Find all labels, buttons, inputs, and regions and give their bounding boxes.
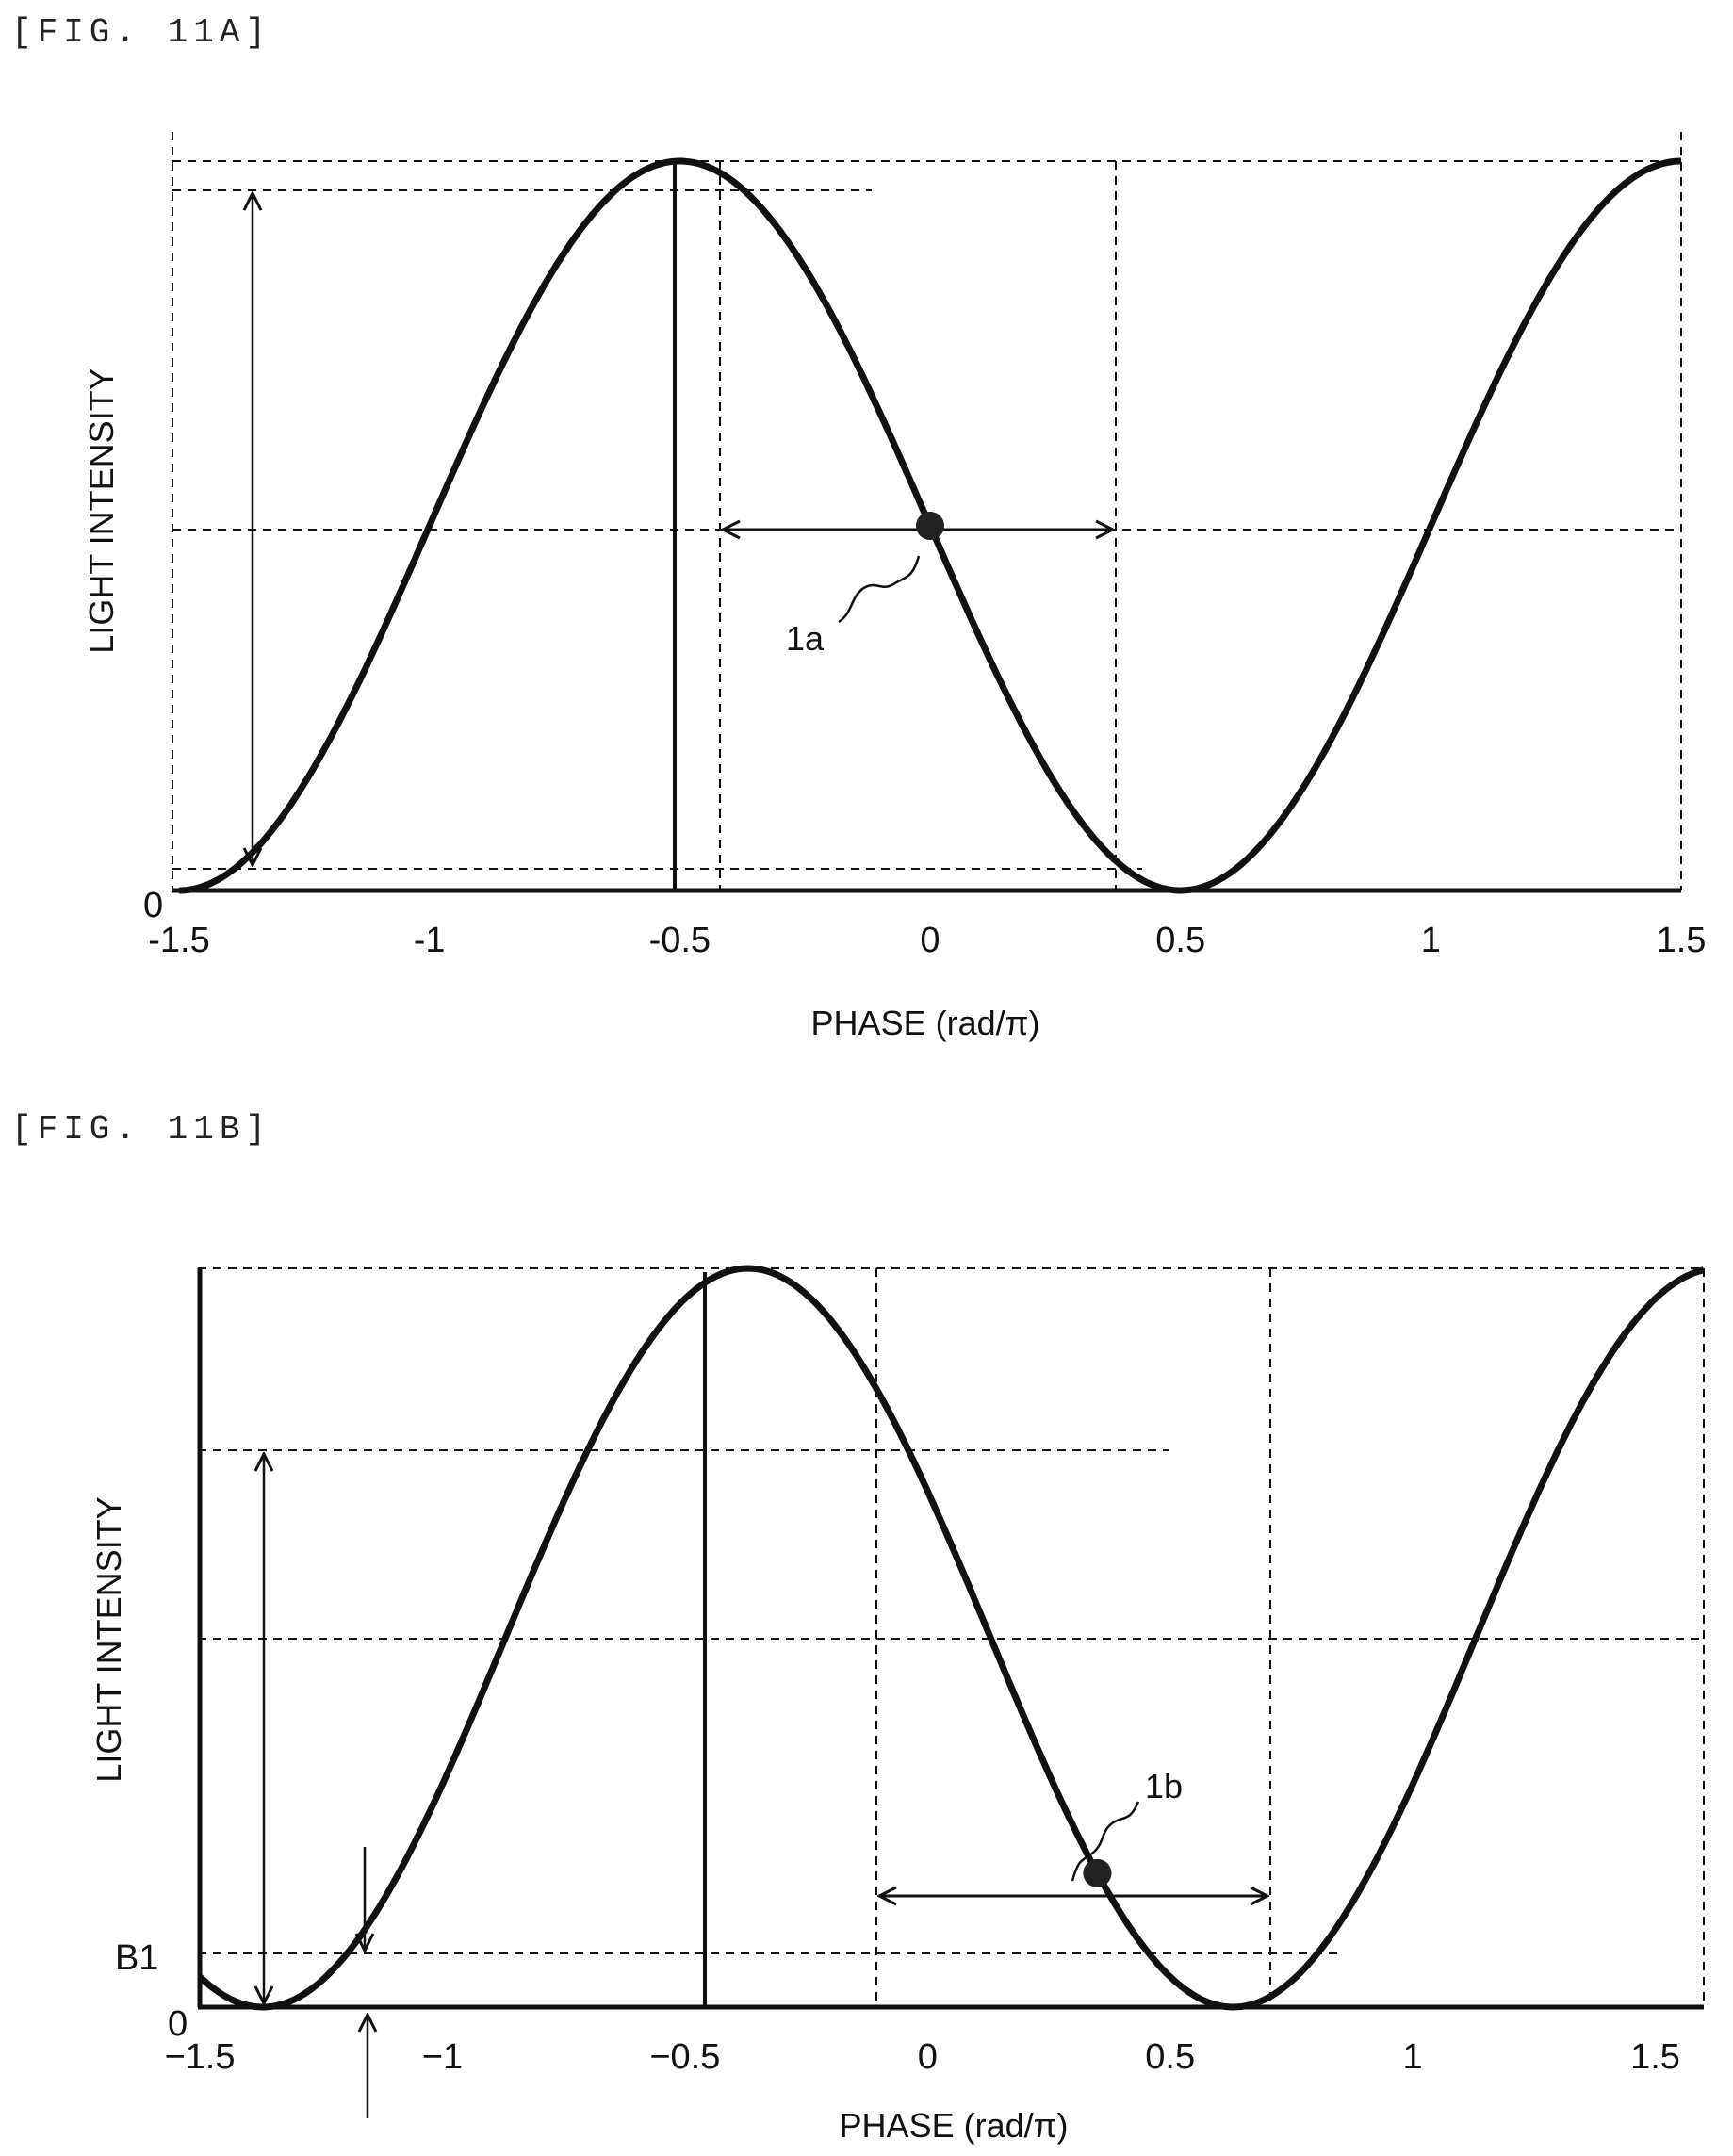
chart-a-xtick-2: -0.5 — [649, 921, 711, 960]
chart-b-ylabel: LIGHT INTENSITY — [90, 1496, 128, 1782]
chart-b-x-ticks: −1.5 −1 −0.5 0 0.5 1 1.5 — [164, 2037, 1679, 2077]
chart-b-xtick-0: −1.5 — [164, 2037, 235, 2077]
chart-a-annotation: 1a — [786, 619, 825, 658]
chart-b-xtick-4: 0.5 — [1145, 2037, 1195, 2077]
chart-a-ytick-0: 0 — [143, 886, 163, 925]
chart-a-xtick-0: -1.5 — [148, 921, 209, 960]
chart-b-xtick-1: −1 — [422, 2037, 463, 2077]
chart-b-xtick-3: 0 — [918, 2037, 938, 2077]
chart-a-x-ticks: -1.5 -1 -0.5 0 0.5 1 1.5 — [148, 921, 1706, 960]
chart-a-xlabel: PHASE (rad/π) — [811, 1004, 1040, 1042]
figure-a-caption: [FIG. 11A] — [11, 13, 272, 52]
chart-a-xtick-3: 0 — [920, 921, 940, 960]
chart-a-xtick-6: 1.5 — [1657, 921, 1707, 960]
chart-a-reference-lines — [172, 132, 1682, 890]
chart-a-xtick-4: 0.5 — [1155, 921, 1205, 960]
chart-a-operating-point — [916, 512, 944, 540]
figure-b-caption: [FIG. 11B] — [11, 1110, 272, 1149]
chart-b-ytick-b1: B1 — [115, 1938, 158, 1978]
chart-a-xtick-5: 1 — [1421, 921, 1441, 960]
chart-b-leader-line — [1071, 1801, 1140, 1882]
chart-b-operating-point — [1083, 1858, 1112, 1887]
chart-b-xtick-2: −0.5 — [649, 2037, 720, 2077]
chart-b-curve — [197, 1265, 1705, 2011]
chart-a-leader-line — [838, 555, 921, 624]
chart-b: 1b 0 B1 −1.5 −1 −0.5 0 0.5 1 1.5 PHASE (rad/π)… — [90, 1265, 1705, 2145]
chart-b-ytick-0: 0 — [168, 2004, 188, 2044]
chart-b-xtick-6: 1.5 — [1630, 2037, 1680, 2077]
chart-a-xtick-1: -1 — [414, 921, 446, 960]
chart-b-annotation: 1b — [1145, 1767, 1183, 1805]
chart-b-xtick-5: 1 — [1403, 2037, 1423, 2077]
chart-b-xlabel: PHASE (rad/π) — [840, 2106, 1069, 2145]
chart-a: 1a 0 -1.5 -1 -0.5 0 0.5 1 1.5 PHASE (rad/π) LI… — [82, 132, 1706, 1042]
chart-a-ylabel: LIGHT INTENSITY — [82, 368, 121, 653]
